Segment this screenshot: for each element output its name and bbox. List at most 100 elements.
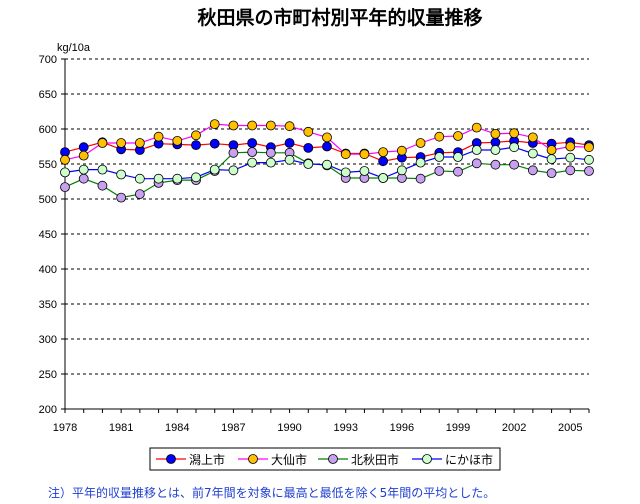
legend-label: 大仙市 bbox=[271, 452, 307, 467]
data-point bbox=[509, 128, 520, 139]
y-axis-label: kg/10a bbox=[57, 42, 91, 54]
data-point bbox=[415, 173, 426, 184]
data-point bbox=[527, 165, 538, 176]
data-point bbox=[303, 126, 314, 137]
data-point bbox=[546, 168, 557, 179]
data-point bbox=[60, 154, 70, 165]
data-point bbox=[134, 138, 145, 148]
legend-label: にかほ市 bbox=[445, 452, 493, 467]
data-point bbox=[453, 166, 463, 177]
data-point bbox=[471, 122, 482, 133]
data-point bbox=[60, 182, 70, 193]
legend-marker bbox=[248, 454, 258, 464]
legend-marker bbox=[328, 454, 338, 464]
data-point bbox=[453, 131, 463, 141]
data-point bbox=[78, 173, 89, 184]
data-point bbox=[340, 167, 351, 178]
y-tick-label: 350 bbox=[39, 299, 57, 311]
data-point bbox=[584, 154, 594, 165]
data-point bbox=[322, 141, 332, 152]
data-point bbox=[322, 132, 332, 143]
data-point bbox=[191, 140, 201, 151]
data-point bbox=[359, 166, 370, 176]
data-point bbox=[546, 154, 557, 165]
data-point bbox=[284, 121, 295, 132]
data-point bbox=[509, 159, 520, 170]
data-point bbox=[97, 164, 108, 175]
data-point bbox=[565, 165, 576, 176]
data-point bbox=[209, 164, 220, 175]
data-point bbox=[228, 147, 239, 158]
legend-marker bbox=[166, 454, 176, 464]
data-point bbox=[191, 172, 201, 183]
data-point bbox=[471, 158, 482, 169]
data-point bbox=[284, 154, 295, 165]
data-point bbox=[228, 165, 239, 176]
data-point bbox=[396, 145, 407, 156]
data-point bbox=[172, 135, 183, 146]
data-point bbox=[490, 145, 501, 155]
data-point bbox=[284, 138, 295, 148]
data-point bbox=[434, 166, 445, 176]
y-tick-label: 550 bbox=[39, 159, 57, 171]
x-tick-label: 1996 bbox=[390, 422, 414, 434]
data-point bbox=[565, 141, 576, 152]
data-point bbox=[434, 152, 445, 162]
legend-label: 潟上市 bbox=[189, 452, 225, 467]
data-point bbox=[453, 152, 463, 162]
data-point bbox=[116, 169, 127, 180]
data-point bbox=[434, 131, 445, 142]
y-tick-label: 250 bbox=[39, 369, 57, 381]
data-point bbox=[247, 147, 258, 158]
data-point bbox=[509, 142, 520, 153]
chart-title: 秋田県の市町村別平年的収量推移 bbox=[197, 6, 482, 29]
data-point bbox=[584, 166, 594, 176]
x-tick-label: 1987 bbox=[221, 422, 245, 434]
x-tick-label: 1999 bbox=[446, 422, 470, 434]
data-point bbox=[378, 156, 389, 167]
y-tick-label: 700 bbox=[39, 54, 57, 66]
y-tick-label: 500 bbox=[39, 194, 57, 206]
x-tick-label: 1990 bbox=[277, 422, 301, 434]
data-point bbox=[247, 157, 258, 168]
data-point bbox=[247, 138, 258, 148]
y-tick-label: 600 bbox=[39, 124, 57, 136]
data-point bbox=[191, 130, 201, 141]
data-point bbox=[97, 138, 108, 148]
data-point bbox=[565, 152, 576, 163]
data-point bbox=[247, 120, 258, 131]
data-point bbox=[415, 138, 426, 148]
y-tick-label: 400 bbox=[39, 264, 57, 276]
data-point bbox=[584, 142, 594, 153]
data-point bbox=[172, 173, 183, 184]
y-tick-label: 300 bbox=[39, 334, 57, 346]
data-point bbox=[228, 120, 239, 131]
x-tick-label: 1981 bbox=[109, 422, 133, 434]
data-point bbox=[396, 165, 407, 176]
legend-marker bbox=[422, 454, 432, 464]
data-point bbox=[265, 157, 276, 168]
x-tick-label: 2002 bbox=[502, 422, 526, 434]
data-point bbox=[116, 138, 127, 148]
x-tick-label: 1984 bbox=[165, 422, 189, 434]
data-point bbox=[209, 138, 220, 149]
y-tick-label: 200 bbox=[39, 404, 57, 416]
data-point bbox=[116, 192, 127, 203]
data-point bbox=[303, 159, 314, 169]
y-tick-label: 450 bbox=[39, 229, 57, 241]
data-point bbox=[60, 167, 70, 178]
x-tick-label: 2005 bbox=[558, 422, 582, 434]
data-point bbox=[527, 132, 538, 143]
data-point bbox=[134, 189, 145, 200]
x-tick-label: 1993 bbox=[333, 422, 357, 434]
data-point bbox=[209, 119, 220, 129]
data-point bbox=[490, 128, 501, 139]
series-line bbox=[64, 151, 590, 199]
data-point bbox=[340, 149, 351, 160]
data-point bbox=[265, 147, 276, 158]
data-point bbox=[378, 147, 389, 158]
y-tick-label: 650 bbox=[39, 89, 57, 101]
data-point bbox=[359, 149, 370, 160]
data-point bbox=[471, 145, 482, 155]
